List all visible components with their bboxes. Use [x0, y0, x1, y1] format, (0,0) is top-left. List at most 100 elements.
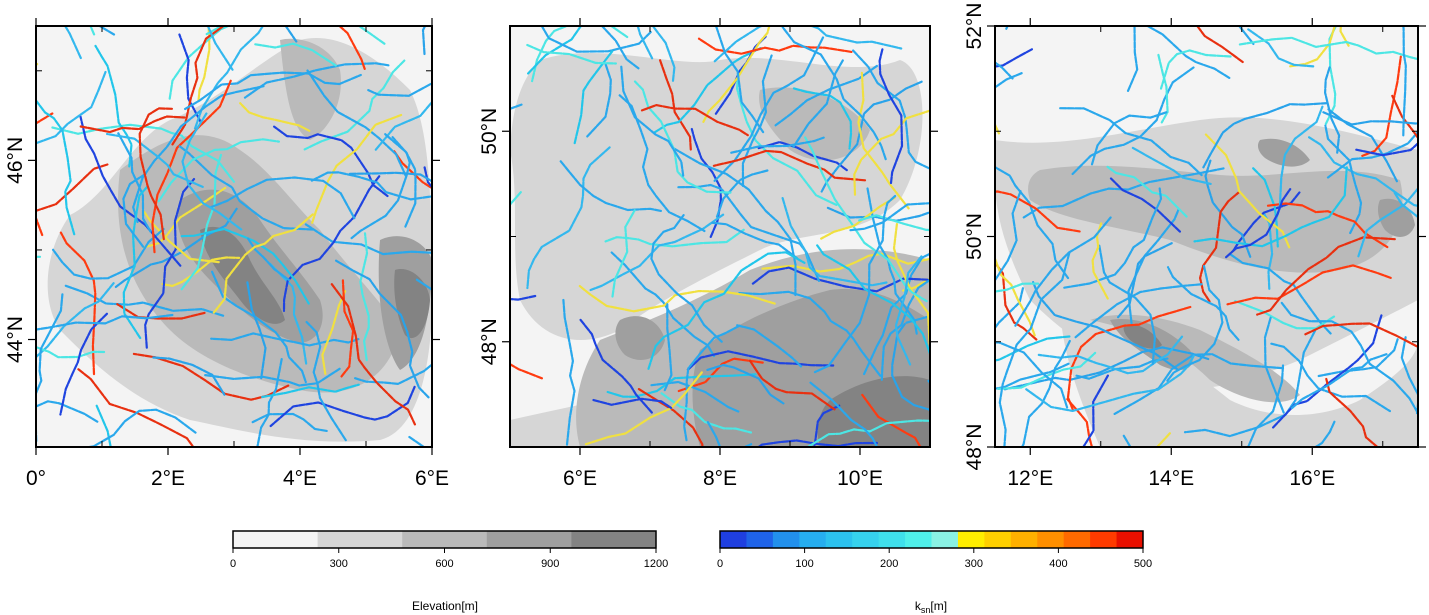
colorbar-segment [799, 531, 827, 548]
river-segment [117, 132, 152, 233]
colorbar-tick-label: 300 [330, 558, 348, 570]
river-segment [1131, 146, 1212, 185]
river-segment [1166, 265, 1224, 382]
river-segment [1229, 253, 1332, 335]
river-segment [757, 141, 848, 172]
river-segment [59, 231, 97, 376]
ksn-colorbar-title: ksn[m] [915, 599, 947, 615]
river-segment [142, 186, 227, 249]
terrain-1200 [200, 226, 430, 339]
river-segment [246, 281, 267, 380]
river-segment [1032, 281, 1179, 371]
river-segment [659, 59, 692, 151]
river-segment [809, 381, 879, 447]
river-segment [813, 404, 841, 447]
river-segment [647, 251, 806, 370]
river-segment [531, 26, 629, 83]
river-segment [995, 190, 1022, 283]
colorbar-tick-label: 600 [435, 558, 453, 570]
map-middle: 6°E 8°E 10°E 48°N 50°N [478, 18, 938, 490]
river-segment [205, 26, 386, 45]
river-segment [604, 228, 745, 248]
river-segment [706, 421, 722, 447]
river-segment [736, 324, 803, 368]
colorbar-tick-label: 900 [541, 558, 559, 570]
river-segment [1308, 136, 1418, 207]
river-segment [1238, 36, 1418, 61]
river-segment [653, 47, 762, 134]
river-segment [304, 223, 432, 256]
river-segment [995, 260, 1038, 341]
river-segment [995, 255, 1036, 337]
river-segment [209, 176, 356, 220]
river-segment [730, 136, 825, 154]
river-segment [1066, 398, 1094, 447]
colorbar-segment [1037, 531, 1065, 548]
colorbar-tick-label: 0 [230, 558, 236, 570]
river-segment [804, 136, 928, 303]
river-segment [254, 42, 337, 67]
map-middle-ticks: 6°E 8°E 10°E 48°N 50°N [478, 18, 938, 490]
river-segment [527, 26, 583, 75]
river-segment [1290, 353, 1388, 410]
river-segment [261, 383, 360, 399]
river-segment [1270, 342, 1391, 413]
river-segment [161, 256, 241, 287]
colorbar-segment [233, 531, 319, 548]
river-segment [1166, 266, 1240, 341]
river-segment [586, 63, 612, 138]
river-segment [116, 303, 206, 320]
river-segment [1074, 283, 1204, 339]
colorbar-segment [957, 531, 985, 548]
river-segment [878, 48, 904, 185]
river-segment [618, 94, 706, 233]
y-tick-label: 48°N [963, 424, 986, 471]
river-segment [761, 252, 930, 273]
river-segment [36, 346, 106, 359]
river-segment [1075, 357, 1169, 380]
colorbar-segment [317, 531, 403, 548]
river-segment [157, 138, 280, 203]
river-segment [282, 175, 381, 312]
river-segment [589, 213, 725, 292]
river-segment [311, 113, 403, 224]
river-segment [1021, 167, 1225, 220]
river-segment [891, 323, 930, 411]
map-right-ticks: 12°E 14°E 16°E 48°N 50°N 52°N [963, 3, 1426, 490]
colorbar-segment [1090, 531, 1118, 548]
river-segment [181, 112, 243, 231]
river-segment [826, 206, 930, 222]
colorbar-tick-label: 500 [1134, 558, 1152, 570]
y-tick-label: 50°N [963, 213, 986, 260]
river-segment [998, 251, 1071, 447]
river-segment [354, 363, 432, 385]
river-segment [748, 359, 836, 411]
river-segment [573, 50, 614, 145]
colorbar-segment [720, 531, 747, 548]
river-segment [1326, 70, 1418, 179]
river-segment [1324, 124, 1363, 235]
river-segment [52, 228, 165, 280]
river-segment [600, 26, 640, 70]
colorbar-tick-label: 1200 [644, 558, 668, 570]
river-segment [1225, 188, 1292, 259]
river-segment [750, 266, 929, 293]
river-segment [210, 332, 360, 347]
river-segment [584, 371, 703, 446]
river-segment [1325, 377, 1380, 447]
river-segment [683, 324, 741, 442]
river-segment [591, 397, 673, 409]
river-segment [562, 298, 576, 446]
river-segment [805, 419, 930, 447]
river-segment [1252, 167, 1279, 248]
river-segment [184, 71, 362, 111]
elevation-colorbar-title: Elevation[m] [412, 599, 478, 613]
river-segment [178, 145, 315, 231]
river-segment [306, 69, 407, 177]
river-segment [1037, 335, 1184, 375]
river-segment [702, 26, 771, 123]
river-segment [849, 202, 930, 232]
river-segment [79, 115, 182, 267]
river-segment [712, 149, 867, 182]
river-segment [611, 209, 636, 298]
